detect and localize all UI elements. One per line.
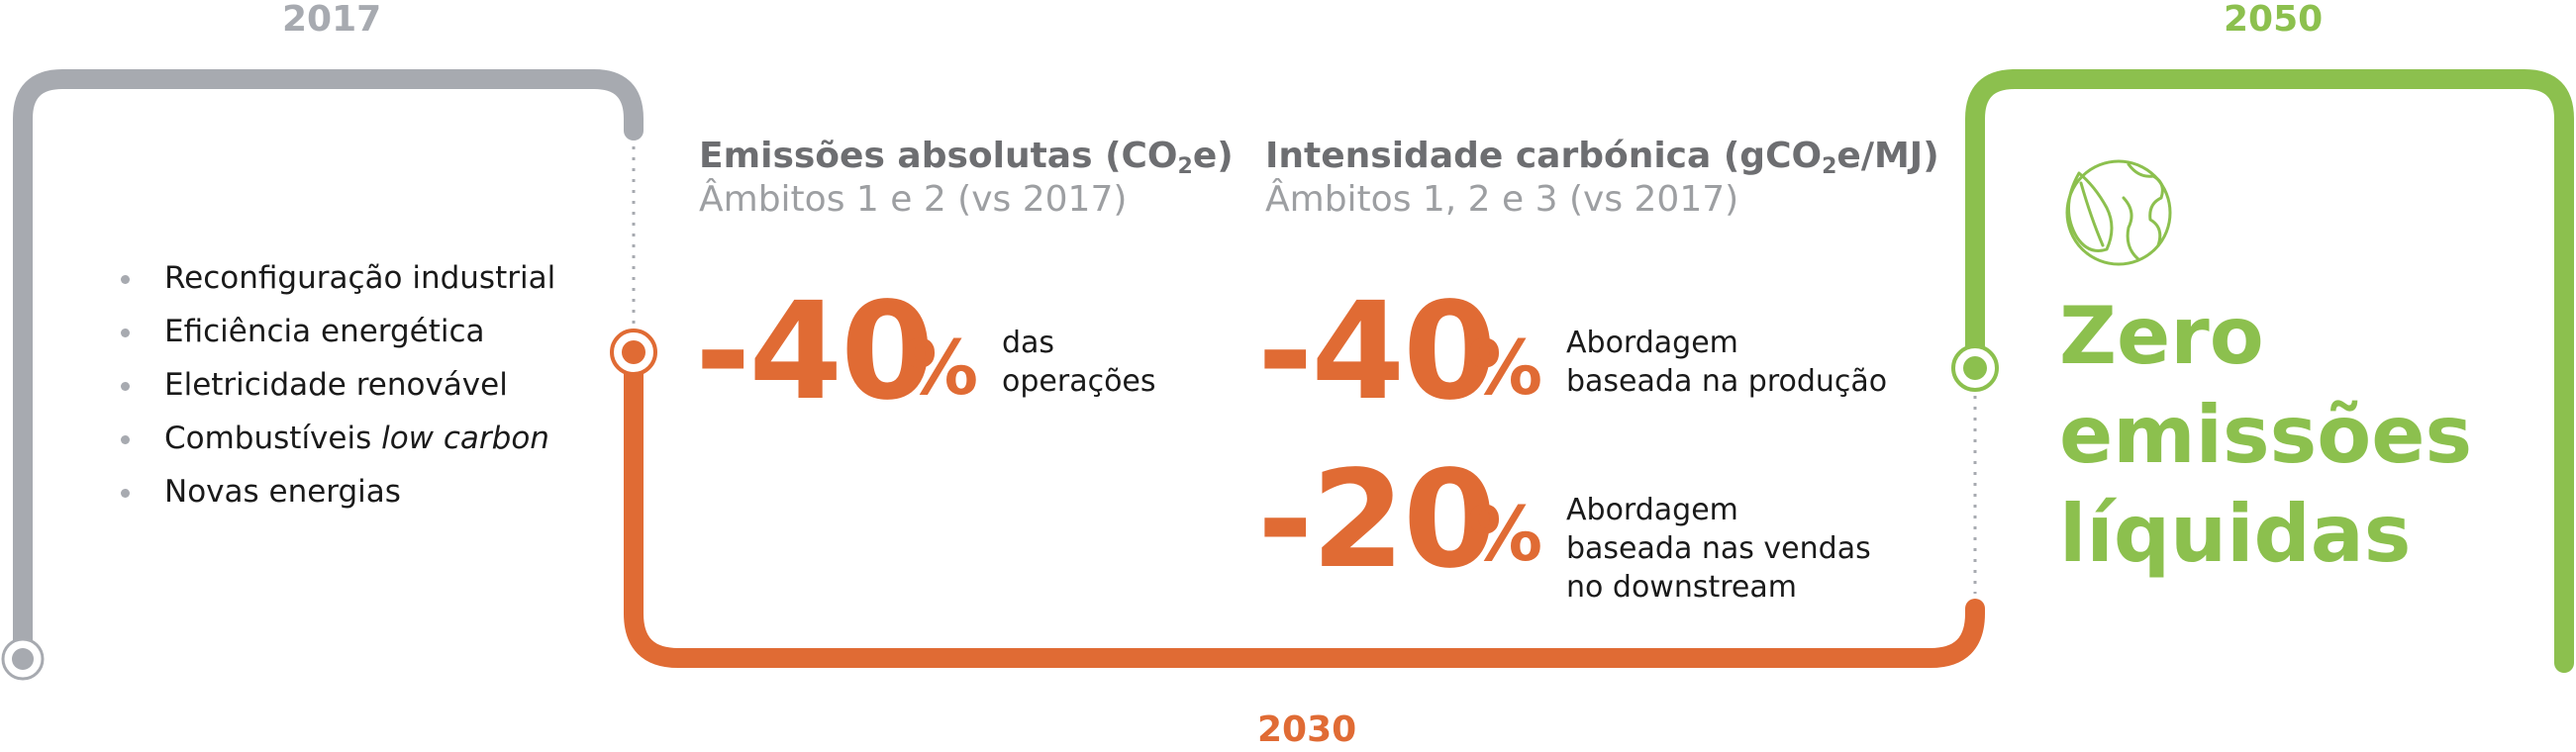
carbon-intensity-title: Intensidade carbónica (gCO2e/MJ) — [1265, 136, 1939, 179]
year-2017-label: 2017 — [282, 0, 382, 40]
intensity-production-description: Abordagem baseada na produção — [1566, 326, 1888, 399]
list-item-italic: low carbon — [381, 421, 549, 456]
globe-leaf-icon — [2065, 159, 2172, 266]
net-zero-line3: líquidas — [2059, 488, 2412, 580]
list-item-text: Combustíveis — [164, 421, 382, 456]
year-2030-label: 2030 — [1257, 709, 1357, 750]
year-2050-label: 2050 — [2224, 0, 2324, 40]
absolute-description: das operações — [1002, 326, 1156, 399]
list-item: Novas energias — [115, 465, 555, 518]
intensity-sales-description: Abordagem baseada nas vendas no downstre… — [1566, 493, 1871, 605]
list-item: Eletricidade renovável — [115, 358, 555, 412]
measures-list: Reconfiguração industrial Eficiência ene… — [115, 251, 555, 518]
list-item: Combustíveis low carbon — [115, 412, 555, 465]
net-zero-line1: Zero — [2059, 290, 2264, 382]
intensity-production-value: -40 — [1257, 274, 1497, 430]
intensity-sales-unit: % — [1467, 490, 1543, 578]
timeline-segment-2030 — [624, 364, 1985, 668]
absolute-emissions-title: Emissões absolutas (CO2e) — [699, 136, 1234, 179]
net-zero-line2: emissões — [2059, 389, 2473, 481]
absolute-emissions-subtitle: Âmbitos 1 e 2 (vs 2017) — [699, 179, 1128, 220]
net-zero-goal: Zero emissões líquidas — [2059, 287, 2472, 584]
list-item: Reconfiguração industrial — [115, 251, 555, 305]
timeline-segment-2017 — [13, 69, 644, 658]
absolute-value: -40 — [695, 274, 935, 430]
intensity-production-unit: % — [1467, 324, 1543, 412]
timeline-segment-2050 — [1965, 69, 2574, 673]
carbon-intensity-subtitle: Âmbitos 1, 2 e 3 (vs 2017) — [1265, 179, 1739, 220]
absolute-unit: % — [903, 324, 979, 412]
list-item: Eficiência energética — [115, 305, 555, 358]
intensity-sales-value: -20 — [1257, 442, 1497, 599]
